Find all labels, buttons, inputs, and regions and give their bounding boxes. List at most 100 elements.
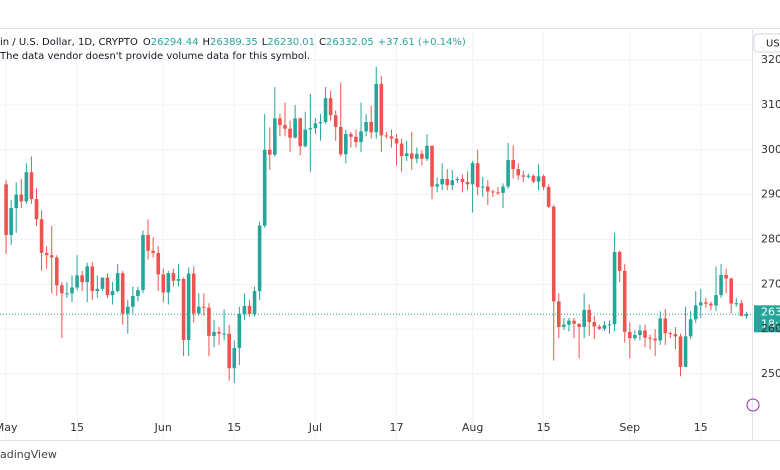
- candle-body: [465, 182, 470, 185]
- candle-body: [724, 274, 728, 279]
- candle-body: [207, 307, 211, 336]
- candle-body: [131, 296, 135, 307]
- candle-body: [668, 333, 673, 335]
- candle-body: [612, 252, 617, 325]
- currency-button[interactable]: [753, 33, 780, 53]
- candle-body: [212, 331, 216, 336]
- candle-body: [648, 337, 652, 339]
- candle-body: [166, 273, 171, 293]
- candle-body: [115, 273, 120, 292]
- ohlc-letter: H: [202, 37, 210, 48]
- candle-body: [673, 334, 678, 337]
- candle-body: [4, 184, 8, 235]
- candle-body: [551, 206, 556, 302]
- candle-body: [541, 176, 546, 188]
- candle-body: [171, 273, 176, 281]
- candle-body: [80, 275, 84, 283]
- candle-body: [237, 313, 242, 349]
- candle-body: [278, 118, 282, 126]
- ohlc-letter: L: [262, 37, 268, 48]
- events-icon[interactable]: [746, 398, 760, 412]
- candle-body: [85, 266, 90, 283]
- candles: [4, 66, 749, 384]
- x-tick-label: May: [0, 421, 18, 434]
- candle-body: [141, 235, 145, 291]
- candle-body: [577, 323, 581, 327]
- y-tick-label: 26000: [761, 322, 780, 335]
- candle-body: [222, 333, 226, 335]
- candle-body: [475, 163, 480, 188]
- candle-body: [95, 288, 100, 292]
- candle-body: [404, 153, 409, 157]
- x-tick-label: 15: [537, 421, 551, 434]
- candle-body: [683, 336, 688, 367]
- candle-body: [704, 302, 708, 304]
- candle-body: [709, 303, 713, 306]
- candle-body: [333, 115, 338, 127]
- candle-body: [572, 320, 576, 324]
- candle-body: [592, 322, 597, 327]
- y-tick-label: 32000: [761, 53, 780, 66]
- x-tick-label: Jul: [308, 421, 322, 434]
- candle-body: [29, 172, 34, 200]
- candle-body: [430, 145, 434, 187]
- candle-body: [627, 331, 632, 339]
- ohlc-value: 26294.44: [151, 37, 199, 48]
- x-tick-label: Jun: [154, 421, 172, 434]
- candle-body: [567, 320, 571, 325]
- candle-body: [288, 128, 292, 138]
- candle-body: [440, 178, 444, 185]
- candle-body: [191, 273, 196, 314]
- candle-body: [161, 274, 166, 293]
- candle-body: [607, 324, 612, 326]
- ohlc-letter: O: [143, 37, 151, 48]
- ohlc-value: 26332.05: [326, 37, 374, 48]
- candle-body: [389, 136, 394, 139]
- candle-body: [125, 306, 130, 314]
- candle-body: [283, 125, 287, 129]
- candle-body: [19, 194, 24, 202]
- symbol-name: in / U.S. Dollar, 1D, CRYPTO: [0, 37, 138, 48]
- candle-body: [54, 257, 59, 286]
- candle-body: [181, 278, 186, 340]
- candle-body: [374, 83, 379, 133]
- candle-body: [688, 319, 693, 337]
- candle-body: [714, 295, 718, 306]
- x-tick-label: 15: [70, 421, 84, 434]
- x-tick-label: Aug: [462, 421, 483, 434]
- candle-body: [415, 153, 419, 159]
- candle-body: [526, 175, 531, 177]
- candle-body: [425, 145, 429, 159]
- candle-body: [120, 273, 125, 314]
- candle-body: [496, 192, 500, 194]
- candle-body: [445, 178, 450, 186]
- candle-body: [501, 186, 505, 193]
- change-value: +37.61 (+0.14%): [378, 37, 466, 48]
- y-tick-label: 28000: [761, 232, 780, 245]
- candle-body: [455, 178, 460, 181]
- candle-body: [744, 314, 749, 316]
- candle-body: [734, 303, 739, 305]
- candle-body: [313, 123, 318, 129]
- candle-body: [70, 287, 74, 294]
- y-tick-label: 29000: [761, 188, 780, 201]
- candle-body: [506, 160, 510, 187]
- y-tick-label: 30000: [761, 143, 780, 156]
- countdown-label: 18:1: [761, 317, 780, 330]
- candle-body: [480, 186, 485, 188]
- candle-body: [65, 293, 69, 295]
- candle-body: [186, 273, 191, 340]
- candle-body: [176, 278, 181, 281]
- candle-body: [486, 186, 490, 192]
- candle-body: [384, 135, 389, 137]
- candle-body: [262, 149, 267, 226]
- candle-body: [349, 134, 353, 137]
- candle-body: [678, 336, 683, 367]
- candle-body: [293, 118, 297, 138]
- candle-body: [739, 303, 744, 316]
- candle-body: [617, 252, 622, 271]
- candle-body: [100, 277, 105, 289]
- candle-body: [338, 126, 343, 155]
- currency-label[interactable]: USD: [766, 39, 780, 50]
